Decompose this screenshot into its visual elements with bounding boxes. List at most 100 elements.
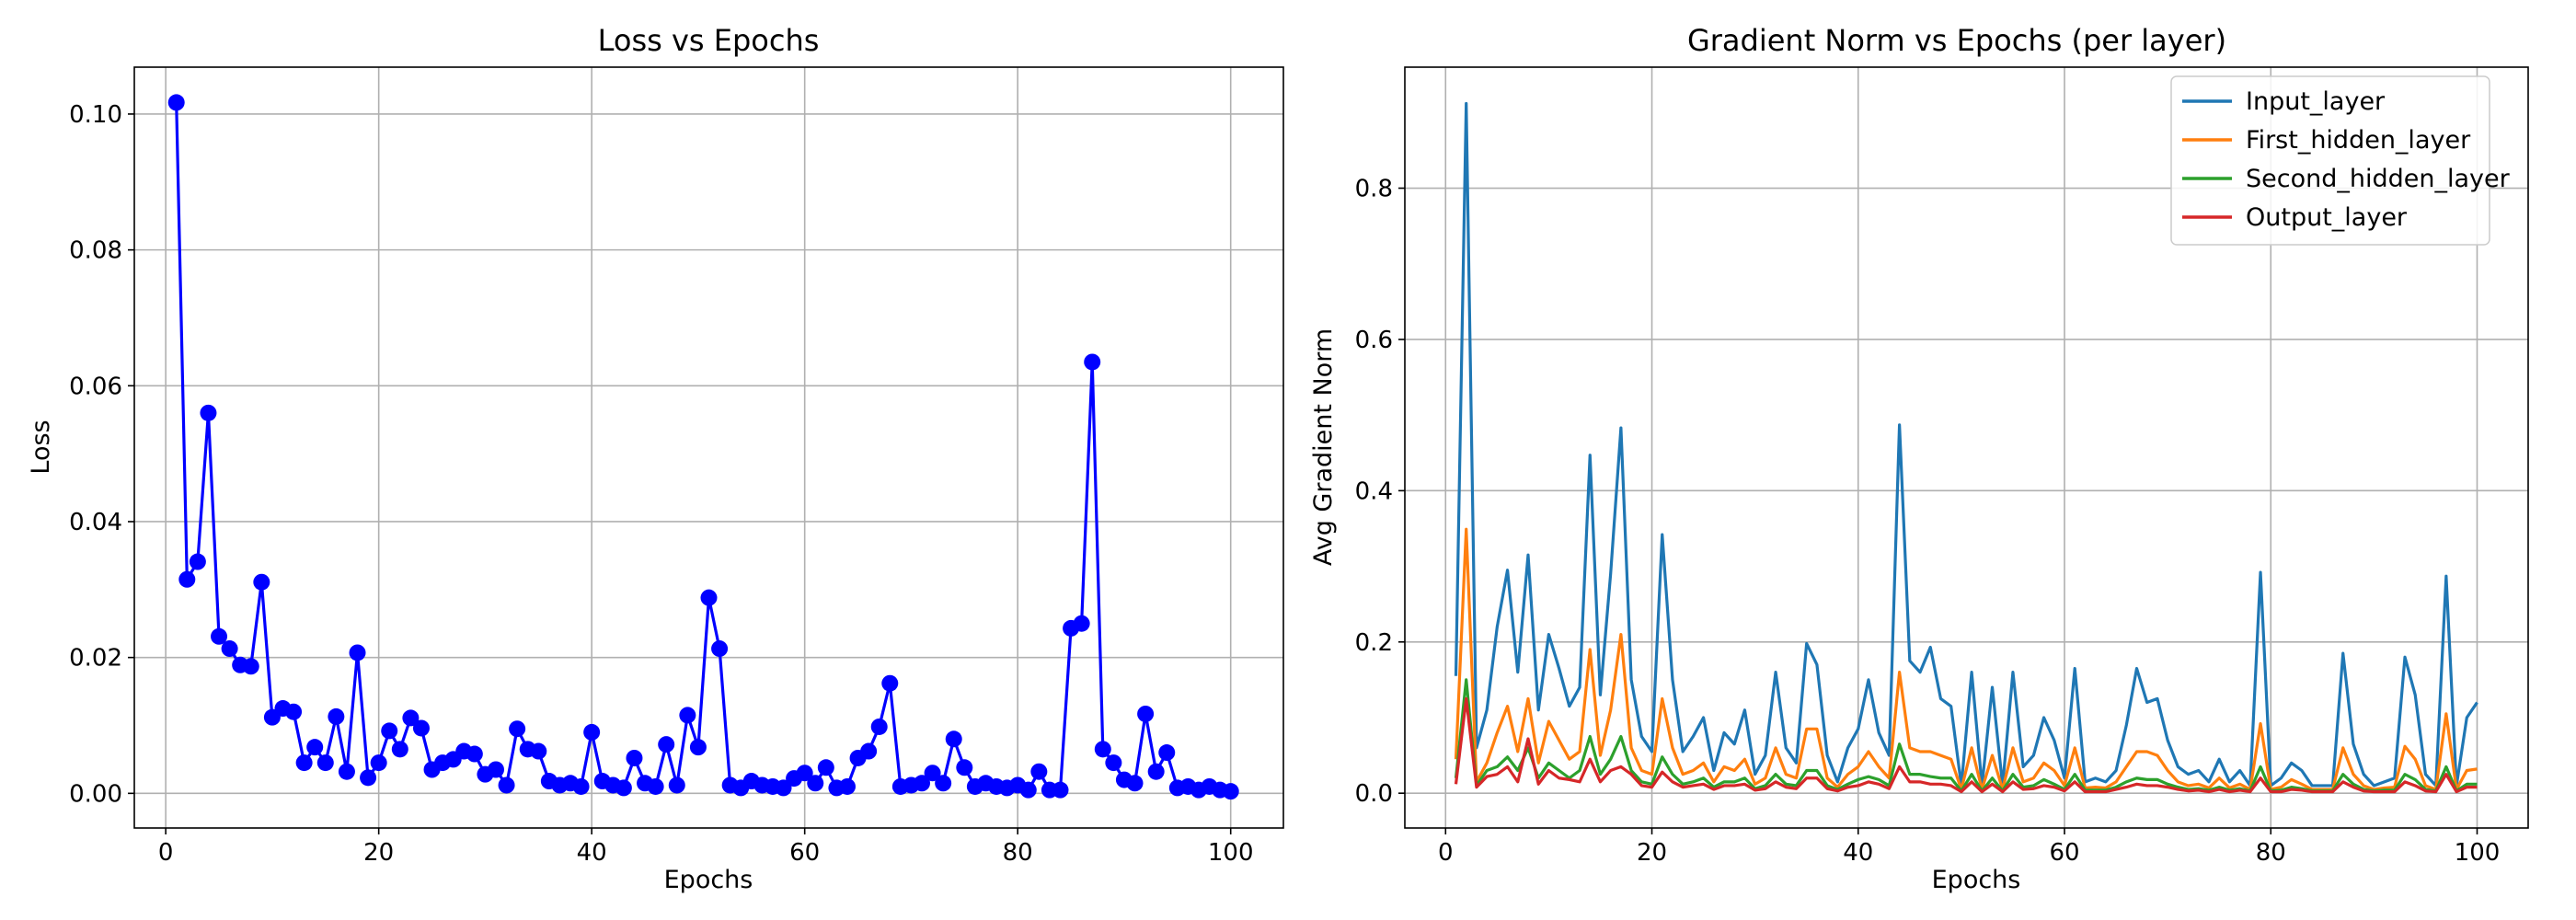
- y-tick-label: 0.4: [1355, 477, 1393, 505]
- x-tick-label: 100: [1208, 839, 1254, 867]
- data-point: [328, 707, 345, 725]
- data-point: [1019, 781, 1037, 799]
- loss-chart-series: [167, 94, 1239, 800]
- data-point: [1147, 763, 1165, 780]
- data-point: [796, 765, 813, 782]
- data-point: [626, 749, 643, 766]
- data-point: [349, 644, 366, 661]
- data-point: [807, 775, 824, 792]
- x-tick-label: 40: [577, 839, 607, 867]
- data-point: [530, 742, 547, 760]
- data-point: [306, 739, 324, 756]
- data-point: [1030, 763, 1048, 780]
- data-point: [860, 742, 878, 760]
- grad-chart-title: Gradient Norm vs Epochs (per layer): [1687, 23, 2226, 58]
- y-tick-label: 0.10: [69, 101, 122, 129]
- output-layer-series-line: [1454, 696, 2478, 794]
- x-tick-label: 60: [2049, 839, 2079, 867]
- data-point: [487, 761, 504, 778]
- data-point: [583, 723, 601, 741]
- data-point: [200, 404, 217, 421]
- y-tick-label: 0.00: [69, 780, 122, 808]
- data-point: [935, 775, 952, 792]
- data-point: [817, 759, 834, 776]
- loss-chart: Loss vs Epochs 0 20 40 60 80 100 0.00 0.02 0.04…: [27, 23, 1284, 894]
- data-point: [370, 754, 387, 772]
- data-point: [711, 640, 729, 658]
- data-point: [360, 769, 377, 787]
- grad-chart-series: [1454, 101, 2478, 794]
- data-point: [178, 570, 196, 588]
- loss-chart-grid: [134, 67, 1283, 828]
- data-point: [689, 739, 707, 756]
- y-tick-label: 0.08: [69, 237, 122, 265]
- loss-chart-title: Loss vs Epochs: [598, 23, 820, 58]
- data-point: [870, 718, 888, 735]
- data-point: [881, 674, 899, 692]
- data-point: [338, 763, 355, 780]
- loss-chart-x-ticks: 0 20 40 60 80 100: [158, 828, 1254, 867]
- data-point: [402, 709, 420, 727]
- data-point: [924, 765, 941, 782]
- data-point: [316, 754, 334, 772]
- data-point: [412, 719, 430, 737]
- first-hidden-layer-legend-label: First_hidden_layer: [2246, 126, 2471, 155]
- data-point: [295, 754, 313, 772]
- data-point: [1094, 741, 1111, 758]
- data-point: [466, 745, 483, 763]
- data-point: [167, 94, 185, 111]
- loss-chart-ylabel: Loss: [27, 420, 55, 474]
- y-tick-label: 0.04: [69, 509, 122, 536]
- data-point: [221, 640, 238, 658]
- y-tick-label: 0.06: [69, 373, 122, 400]
- data-point: [1158, 744, 1176, 762]
- data-point: [647, 777, 664, 795]
- x-tick-label: 80: [2256, 839, 2286, 867]
- data-point: [391, 741, 408, 758]
- x-tick-label: 40: [1843, 839, 1873, 867]
- grad-chart-y-ticks: 0.0 0.2 0.4 0.6 0.8: [1355, 176, 1405, 808]
- y-tick-label: 0.6: [1355, 327, 1393, 354]
- loss-chart-xlabel: Epochs: [664, 866, 753, 894]
- data-point: [189, 553, 206, 570]
- grad-chart: Gradient Norm vs Epochs (per layer) 0 20 4…: [1309, 23, 2529, 894]
- x-tick-label: 60: [789, 839, 820, 867]
- data-point: [1084, 353, 1101, 371]
- data-point: [775, 779, 792, 797]
- data-point: [285, 703, 303, 720]
- output-layer-legend-label: Output_layer: [2246, 203, 2408, 232]
- y-tick-label: 0.2: [1355, 629, 1393, 657]
- data-point: [211, 627, 228, 645]
- data-point: [1073, 615, 1090, 632]
- x-tick-label: 20: [1637, 839, 1667, 867]
- loss-chart-y-ticks: 0.00 0.02 0.04 0.06 0.08 0.10: [69, 101, 134, 808]
- data-point: [914, 775, 931, 792]
- legend-entries: Input_layer First_hidden_layer Second_hidd…: [2182, 87, 2511, 232]
- data-point: [679, 707, 696, 724]
- data-point: [381, 722, 398, 740]
- x-tick-label: 100: [2455, 839, 2501, 867]
- x-tick-label: 20: [363, 839, 394, 867]
- grad-chart-frame: [1404, 66, 2529, 829]
- second-hidden-layer-legend-label: Second_hidden_layer: [2246, 165, 2511, 193]
- input-layer-legend-label: Input_layer: [2246, 87, 2386, 116]
- data-point: [945, 730, 962, 748]
- y-tick-label: 0.0: [1355, 780, 1393, 808]
- y-tick-label: 0.8: [1355, 176, 1393, 203]
- data-point: [700, 589, 718, 606]
- grad-chart-x-ticks: 0 20 40 60 80 100: [1438, 828, 2500, 867]
- data-point: [1222, 783, 1239, 800]
- grad-chart-legend: Input_layer First_hidden_layer Second_hidd…: [2170, 75, 2511, 246]
- x-tick-label: 80: [1003, 839, 1033, 867]
- data-point: [1126, 775, 1144, 792]
- first-hidden-layer-series-line: [1454, 527, 2478, 791]
- data-point: [572, 777, 590, 795]
- legend-box: [2170, 75, 2490, 246]
- data-point: [253, 573, 270, 591]
- grad-chart-ylabel: Avg Gradient Norm: [1309, 328, 1338, 566]
- data-point: [956, 759, 973, 776]
- data-point: [615, 779, 632, 797]
- grad-chart-xlabel: Epochs: [1932, 866, 2021, 894]
- data-point: [1137, 705, 1155, 722]
